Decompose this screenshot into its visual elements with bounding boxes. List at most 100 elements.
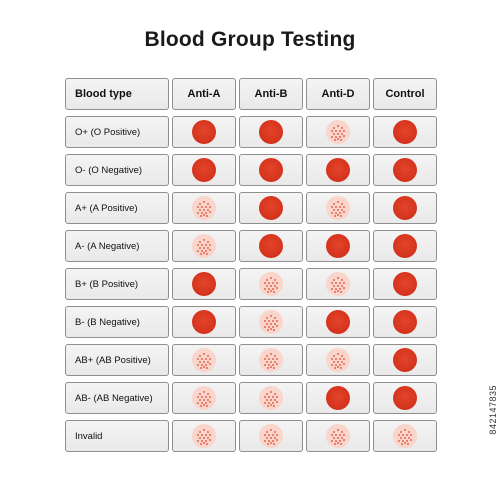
agglutinated-blood-drop-icon (192, 348, 216, 372)
solid-blood-drop-icon (326, 310, 350, 334)
page-title: Blood Group Testing (144, 28, 356, 51)
agglutinated-blood-drop-icon (326, 348, 350, 372)
result-cell (306, 420, 370, 452)
result-cell (306, 382, 370, 414)
result-cell (306, 268, 370, 300)
solid-blood-drop-icon (192, 158, 216, 182)
solid-blood-drop-icon (259, 120, 283, 144)
blood-test-table: Blood type Anti-A Anti-B Anti-D Control … (65, 78, 437, 452)
result-cell (172, 230, 236, 262)
result-cell (373, 154, 437, 186)
solid-blood-drop-icon (393, 196, 417, 220)
result-cell (373, 192, 437, 224)
row-label-cell: AB- (AB Negative) (65, 382, 169, 414)
row-label-cell: B+ (B Positive) (65, 268, 169, 300)
result-cell (172, 268, 236, 300)
result-cell (373, 306, 437, 338)
result-cell (172, 382, 236, 414)
result-cell (239, 116, 303, 148)
agglutinated-blood-drop-icon (192, 386, 216, 410)
blood-type-label: B+ (B Positive) (75, 278, 139, 290)
result-cell (239, 268, 303, 300)
result-cell (306, 230, 370, 262)
header-label: Control (385, 88, 425, 100)
agglutinated-blood-drop-icon (326, 196, 350, 220)
solid-blood-drop-icon (393, 234, 417, 258)
result-cell (172, 192, 236, 224)
header-label: Anti-B (254, 88, 288, 100)
solid-blood-drop-icon (192, 310, 216, 334)
header-label: Anti-D (321, 88, 355, 100)
blood-type-label: Invalid (75, 430, 103, 442)
result-cell (306, 306, 370, 338)
stock-id: 842147835 (488, 385, 498, 435)
result-cell (172, 420, 236, 452)
agglutinated-blood-drop-icon (259, 348, 283, 372)
result-cell (373, 268, 437, 300)
result-cell (373, 230, 437, 262)
result-cell (172, 154, 236, 186)
row-label-cell: A- (A Negative) (65, 230, 169, 262)
result-cell (239, 420, 303, 452)
result-cell (239, 154, 303, 186)
blood-type-label: A- (A Negative) (75, 240, 140, 252)
result-cell (172, 306, 236, 338)
row-label-cell: AB+ (AB Positive) (65, 344, 169, 376)
solid-blood-drop-icon (393, 310, 417, 334)
result-cell (373, 382, 437, 414)
agglutinated-blood-drop-icon (192, 424, 216, 448)
solid-blood-drop-icon (393, 348, 417, 372)
header-anti-a: Anti-A (172, 78, 236, 110)
agglutinated-blood-drop-icon (393, 424, 417, 448)
result-cell (373, 116, 437, 148)
agglutinated-blood-drop-icon (259, 424, 283, 448)
solid-blood-drop-icon (259, 234, 283, 258)
header-anti-d: Anti-D (306, 78, 370, 110)
agglutinated-blood-drop-icon (259, 310, 283, 334)
result-cell (172, 116, 236, 148)
blood-type-label: AB- (AB Negative) (75, 392, 153, 404)
agglutinated-blood-drop-icon (326, 424, 350, 448)
header-anti-b: Anti-B (239, 78, 303, 110)
blood-type-label: B- (B Negative) (75, 316, 140, 328)
solid-blood-drop-icon (259, 158, 283, 182)
header-control: Control (373, 78, 437, 110)
result-cell (172, 344, 236, 376)
row-label-cell: O+ (O Positive) (65, 116, 169, 148)
blood-type-label: A+ (A Positive) (75, 202, 138, 214)
row-label-cell: B- (B Negative) (65, 306, 169, 338)
result-cell (239, 382, 303, 414)
agglutinated-blood-drop-icon (259, 386, 283, 410)
result-cell (306, 192, 370, 224)
header-blood-type: Blood type (65, 78, 169, 110)
agglutinated-blood-drop-icon (326, 120, 350, 144)
solid-blood-drop-icon (326, 234, 350, 258)
blood-type-label: O- (O Negative) (75, 164, 143, 176)
blood-type-label: O+ (O Positive) (75, 126, 141, 138)
header-label: Anti-A (187, 88, 221, 100)
solid-blood-drop-icon (259, 196, 283, 220)
solid-blood-drop-icon (393, 120, 417, 144)
result-cell (306, 344, 370, 376)
result-cell (306, 154, 370, 186)
row-label-cell: A+ (A Positive) (65, 192, 169, 224)
agglutinated-blood-drop-icon (259, 272, 283, 296)
row-label-cell: Invalid (65, 420, 169, 452)
solid-blood-drop-icon (326, 386, 350, 410)
agglutinated-blood-drop-icon (192, 196, 216, 220)
solid-blood-drop-icon (393, 272, 417, 296)
header-label: Blood type (75, 88, 132, 100)
result-cell (306, 116, 370, 148)
solid-blood-drop-icon (393, 158, 417, 182)
solid-blood-drop-icon (326, 158, 350, 182)
agglutinated-blood-drop-icon (192, 234, 216, 258)
solid-blood-drop-icon (393, 386, 417, 410)
solid-blood-drop-icon (192, 120, 216, 144)
row-label-cell: O- (O Negative) (65, 154, 169, 186)
result-cell (373, 344, 437, 376)
result-cell (239, 344, 303, 376)
result-cell (239, 192, 303, 224)
blood-type-label: AB+ (AB Positive) (75, 354, 151, 366)
solid-blood-drop-icon (192, 272, 216, 296)
result-cell (239, 306, 303, 338)
